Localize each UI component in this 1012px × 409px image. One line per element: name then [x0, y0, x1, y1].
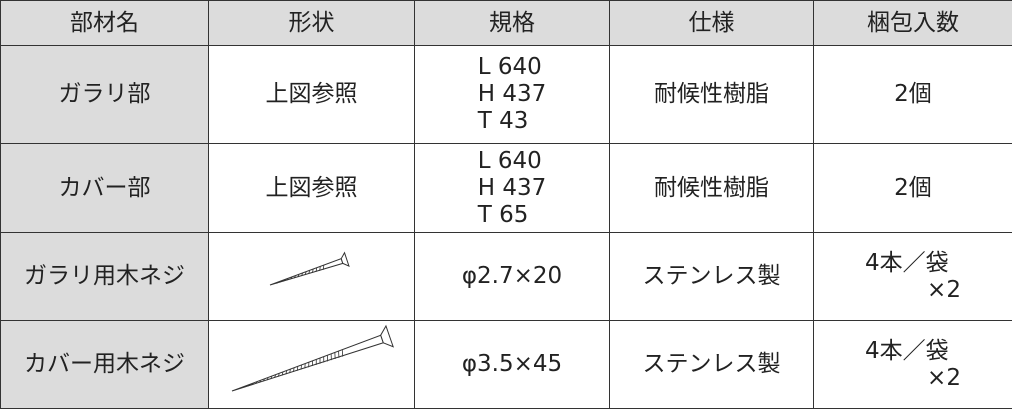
quantity-block: 4本／袋×2: [865, 338, 961, 392]
quantity-line: 4本／袋: [865, 250, 961, 277]
quantity-cell: 2個: [814, 144, 1012, 233]
spec-line: H 437: [478, 175, 547, 202]
header-row: 部材名形状規格仕様梱包入数: [1, 1, 1012, 46]
spec-block: φ3.5×45: [462, 351, 562, 378]
screw-drawing: [212, 233, 412, 313]
quantity-line: 4本／袋: [865, 338, 961, 365]
quantity-line: ×2: [865, 277, 961, 304]
material-cell: ステンレス製: [610, 321, 814, 409]
header-cell: 梱包入数: [814, 1, 1012, 46]
spec-cell: φ3.5×45: [415, 321, 610, 409]
quantity-block: 2個: [894, 81, 932, 108]
shape-cell: [209, 233, 415, 321]
material-cell: 耐候性樹脂: [610, 46, 814, 144]
spec-line: T 65: [478, 202, 547, 229]
quantity-block: 4本／袋×2: [865, 250, 961, 304]
header-cell: 形状: [209, 1, 415, 46]
shape-cell: 上図参照: [209, 144, 415, 233]
quantity-line: 2個: [894, 175, 932, 202]
quantity-line: ×2: [865, 365, 961, 392]
quantity-cell: 2個: [814, 46, 1012, 144]
quantity-cell: 4本／袋×2: [814, 321, 1012, 409]
shape-text: 上図参照: [266, 81, 358, 107]
spec-line: L 640: [478, 148, 547, 175]
spec-line: φ2.7×20: [462, 263, 562, 290]
shape-cell: 上図参照: [209, 46, 415, 144]
spec-block: φ2.7×20: [462, 263, 562, 290]
screw-drawing: [212, 321, 412, 401]
quantity-line: 2個: [894, 81, 932, 108]
material-cell: ステンレス製: [610, 233, 814, 321]
header-cell: 仕様: [610, 1, 814, 46]
part-name: ガラリ用木ネジ: [1, 233, 209, 321]
part-name: ガラリ部: [1, 46, 209, 144]
header-cell: 規格: [415, 1, 610, 46]
shape-text: 上図参照: [266, 175, 358, 201]
spec-line: φ3.5×45: [462, 351, 562, 378]
table-row: ガラリ用木ネジ φ2.7×20 ステンレス製 4本／袋×2: [1, 233, 1012, 321]
quantity-cell: 4本／袋×2: [814, 233, 1012, 321]
spec-line: T 43: [478, 108, 547, 135]
spec-cell: φ2.7×20: [415, 233, 610, 321]
spec-line: L 640: [478, 54, 547, 81]
quantity-block: 2個: [894, 175, 932, 202]
material-cell: 耐候性樹脂: [610, 144, 814, 233]
shape-cell: [209, 321, 415, 409]
part-name: カバー用木ネジ: [1, 321, 209, 409]
table-row: カバー用木ネジ φ3.5×45 ステンレス製 4本／袋×2: [1, 321, 1012, 409]
spec-line: H 437: [478, 81, 547, 108]
header-cell: 部材名: [1, 1, 209, 46]
part-name: カバー部: [1, 144, 209, 233]
